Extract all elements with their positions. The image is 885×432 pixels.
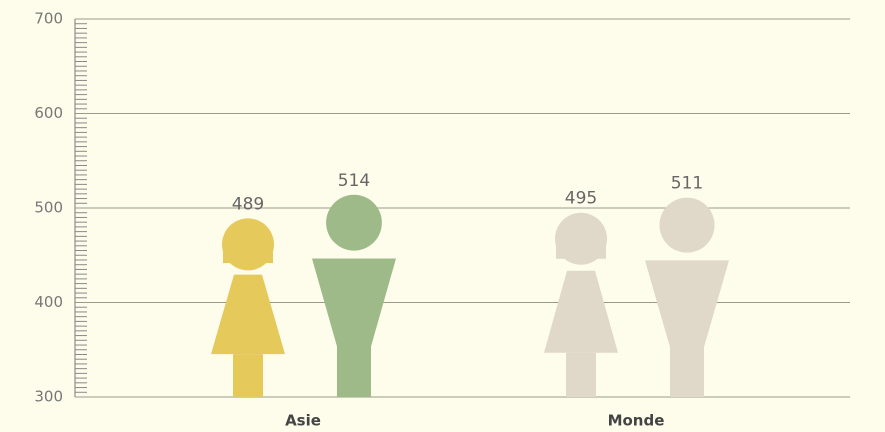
figure — [211, 218, 285, 397]
dress — [211, 274, 285, 355]
y-tick-label: 500 — [34, 199, 63, 217]
head — [326, 194, 382, 251]
head — [659, 197, 715, 253]
value-label: 489 — [232, 194, 264, 214]
y-tick-label: 600 — [34, 104, 63, 122]
figure — [312, 194, 396, 397]
torso — [645, 260, 729, 397]
torso — [312, 258, 396, 397]
figure — [645, 197, 729, 397]
y-tick-label: 300 — [34, 388, 63, 406]
legs — [233, 354, 263, 397]
hair — [223, 244, 273, 264]
dress — [544, 270, 618, 353]
y-tick-label: 700 — [34, 10, 63, 28]
value-label: 495 — [565, 189, 597, 209]
x-tick-label: Asie — [285, 412, 321, 430]
value-label: 514 — [338, 171, 370, 191]
legs — [566, 352, 596, 397]
y-tick-label: 400 — [34, 293, 63, 311]
x-tick-label: Monde — [608, 412, 665, 430]
hair — [556, 238, 606, 259]
value-label: 511 — [671, 174, 703, 194]
figure — [544, 212, 618, 397]
